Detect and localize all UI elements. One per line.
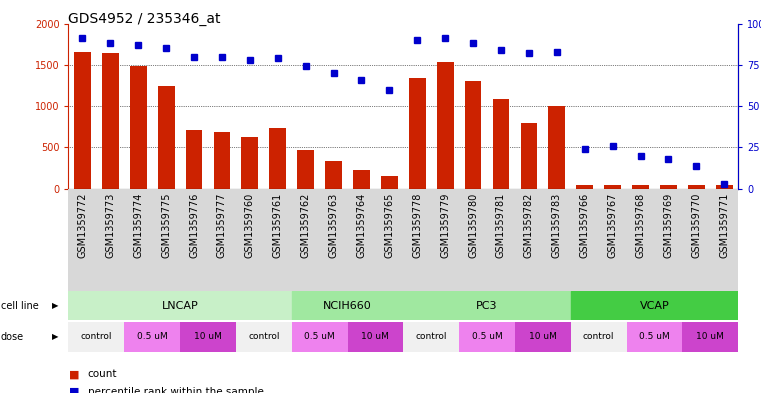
Text: GSM1359760: GSM1359760 [245,193,255,258]
Bar [241,138,258,189]
Bar [291,322,348,352]
Text: LNCAP: LNCAP [162,301,199,310]
Bar [74,51,91,189]
Text: cell line: cell line [1,301,39,310]
Text: GSM1359765: GSM1359765 [384,193,394,258]
Text: GDS4952 / 235346_at: GDS4952 / 235346_at [68,12,221,26]
Text: ▶: ▶ [52,301,59,310]
Text: control: control [81,332,112,342]
Text: ■: ■ [68,369,79,379]
Bar [632,185,649,189]
Text: control: control [248,332,279,342]
Text: NCIH660: NCIH660 [323,301,372,310]
Bar [576,185,593,189]
Text: dose: dose [1,332,24,342]
Text: GSM1359763: GSM1359763 [329,193,339,258]
Bar [437,62,454,189]
Bar [381,176,398,189]
Bar [291,291,403,320]
Text: GSM1359772: GSM1359772 [78,193,88,258]
Text: GSM1359764: GSM1359764 [356,193,367,258]
Text: control: control [583,332,614,342]
Bar [571,322,626,352]
Text: PC3: PC3 [476,301,498,310]
Text: GSM1359762: GSM1359762 [301,193,310,258]
Text: GSM1359770: GSM1359770 [691,193,702,258]
Text: GSM1359782: GSM1359782 [524,193,534,258]
Bar [124,322,180,352]
Text: VCAP: VCAP [639,301,670,310]
Bar [236,322,291,352]
Bar [68,322,124,352]
Text: GSM1359783: GSM1359783 [552,193,562,258]
Text: 0.5 uM: 0.5 uM [137,332,167,342]
Bar [571,291,738,320]
Text: GSM1359778: GSM1359778 [412,193,422,258]
Bar [604,185,621,189]
Bar [186,130,202,189]
Text: 10 uM: 10 uM [194,332,222,342]
Bar [683,322,738,352]
Bar [68,291,291,320]
Bar [409,78,425,189]
Text: GSM1359773: GSM1359773 [105,193,116,258]
Bar [348,322,403,352]
Bar [403,291,571,320]
Text: GSM1359781: GSM1359781 [496,193,506,258]
Bar [660,185,677,189]
Bar [515,322,571,352]
Text: percentile rank within the sample: percentile rank within the sample [88,387,263,393]
Text: 10 uM: 10 uM [529,332,557,342]
Text: GSM1359780: GSM1359780 [468,193,478,258]
Bar [180,322,236,352]
Text: GSM1359768: GSM1359768 [635,193,645,258]
Text: GSM1359774: GSM1359774 [133,193,143,258]
Text: GSM1359766: GSM1359766 [580,193,590,258]
Text: GSM1359779: GSM1359779 [440,193,451,258]
Bar [465,81,482,189]
Bar [158,86,174,189]
Text: GSM1359777: GSM1359777 [217,193,227,258]
Text: GSM1359776: GSM1359776 [189,193,199,258]
Bar [325,161,342,189]
Bar [626,322,683,352]
Bar [549,106,565,189]
Text: GSM1359761: GSM1359761 [272,193,283,258]
Text: control: control [416,332,447,342]
Bar [459,322,515,352]
Bar [102,53,119,189]
Text: count: count [88,369,117,379]
Text: 0.5 uM: 0.5 uM [304,332,335,342]
Bar [492,99,509,189]
Text: ▶: ▶ [52,332,59,342]
Text: GSM1359767: GSM1359767 [607,193,618,258]
Text: GSM1359771: GSM1359771 [719,193,729,258]
Text: 0.5 uM: 0.5 uM [472,332,502,342]
Text: GSM1359775: GSM1359775 [161,193,171,258]
Bar [130,66,147,189]
Bar [214,132,231,189]
Bar [521,123,537,189]
Bar [353,171,370,189]
Bar [269,129,286,189]
Text: 10 uM: 10 uM [361,332,390,342]
Bar [688,185,705,189]
Bar [403,322,459,352]
Text: ■: ■ [68,387,79,393]
Text: GSM1359769: GSM1359769 [664,193,673,258]
Text: 10 uM: 10 uM [696,332,724,342]
Bar [716,184,733,189]
Text: 0.5 uM: 0.5 uM [639,332,670,342]
Bar [298,150,314,189]
